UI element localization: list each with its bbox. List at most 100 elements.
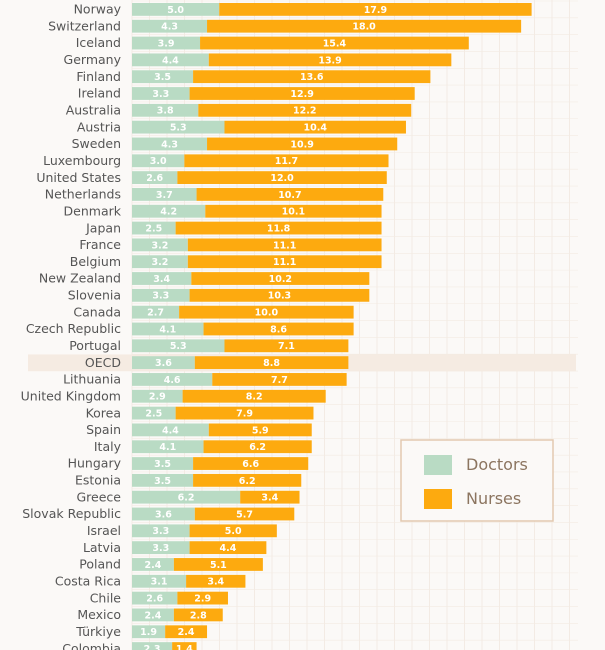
data-label-nurses: 7.1 bbox=[278, 341, 295, 352]
bar-doctors bbox=[132, 154, 185, 168]
bar-doctors bbox=[132, 490, 241, 504]
bar-doctors bbox=[132, 36, 201, 50]
bar-doctors bbox=[132, 87, 190, 100]
category-label: Luxembourg bbox=[43, 153, 121, 168]
data-label-doctors: 3.3 bbox=[152, 89, 169, 100]
data-label-nurses: 2.9 bbox=[194, 594, 211, 605]
category-label: France bbox=[79, 237, 121, 252]
category-label: United States bbox=[36, 170, 121, 185]
bar-nurses bbox=[189, 288, 370, 302]
data-label-nurses: 10.7 bbox=[278, 190, 301, 201]
bar-nurses bbox=[186, 574, 246, 588]
bar-nurses bbox=[203, 440, 312, 454]
bar-doctors bbox=[132, 373, 213, 386]
bar-doctors bbox=[132, 3, 220, 16]
data-label-nurses: 15.4 bbox=[323, 38, 347, 49]
bar-doctors bbox=[132, 322, 204, 336]
category-label: Canada bbox=[73, 304, 121, 319]
bar-doctors bbox=[132, 188, 197, 201]
data-label-doctors: 2.6 bbox=[146, 173, 163, 184]
data-label-nurses: 3.4 bbox=[207, 577, 224, 588]
data-label-nurses: 17.9 bbox=[364, 5, 387, 16]
bar-nurses bbox=[208, 53, 452, 67]
data-label-doctors: 3.8 bbox=[157, 106, 174, 117]
data-label-doctors: 4.1 bbox=[159, 442, 176, 453]
data-label-doctors: 3.3 bbox=[152, 543, 169, 554]
category-label: Sweden bbox=[72, 136, 121, 151]
bar-doctors bbox=[132, 70, 194, 84]
data-label-nurses: 12.2 bbox=[293, 106, 316, 117]
bar-doctors bbox=[132, 524, 190, 538]
category-label: Hungary bbox=[68, 456, 122, 471]
data-label-doctors: 3.3 bbox=[152, 291, 169, 302]
data-label-doctors: 5.0 bbox=[167, 5, 184, 16]
data-label-nurses: 8.2 bbox=[246, 392, 263, 403]
bar-doctors bbox=[132, 440, 204, 454]
category-label: Austria bbox=[77, 119, 121, 134]
data-label-doctors: 4.4 bbox=[162, 55, 179, 66]
data-label-doctors: 5.3 bbox=[170, 123, 187, 134]
category-label: Czech Republic bbox=[26, 321, 121, 336]
bar-doctors bbox=[132, 591, 178, 605]
data-label-nurses: 13.9 bbox=[318, 55, 341, 66]
data-label-doctors: 2.5 bbox=[145, 223, 162, 234]
bar-doctors bbox=[132, 608, 174, 622]
data-label-nurses: 10.4 bbox=[303, 123, 327, 134]
bar-doctors bbox=[132, 255, 188, 269]
legend-entry: Nurses bbox=[466, 489, 521, 508]
bar-doctors bbox=[132, 423, 209, 437]
data-label-nurses: 5.1 bbox=[210, 560, 227, 571]
bar-nurses bbox=[194, 507, 295, 521]
bar-doctors bbox=[132, 171, 178, 184]
data-label-nurses: 6.2 bbox=[239, 476, 256, 487]
bar-nurses bbox=[175, 406, 314, 420]
data-label-doctors: 3.5 bbox=[154, 476, 171, 487]
data-label-nurses: 6.2 bbox=[249, 442, 266, 453]
data-label-nurses: 10.9 bbox=[290, 139, 313, 150]
bar-doctors bbox=[132, 574, 187, 588]
bar-doctors bbox=[132, 642, 173, 650]
bar-nurses bbox=[203, 322, 354, 336]
bar-nurses bbox=[200, 36, 469, 50]
category-label: Norway bbox=[74, 2, 122, 17]
bar-nurses bbox=[193, 473, 302, 487]
bar-doctors bbox=[132, 507, 195, 521]
bar-nurses bbox=[224, 339, 349, 353]
category-label: Türkiye bbox=[75, 624, 121, 639]
category-label: OECD bbox=[85, 355, 121, 370]
data-label-nurses: 3.4 bbox=[261, 493, 278, 504]
bar-doctors bbox=[132, 558, 174, 571]
data-label-nurses: 5.9 bbox=[252, 425, 269, 436]
data-label-doctors: 4.2 bbox=[160, 207, 177, 218]
bar-nurses bbox=[175, 221, 382, 235]
data-label-doctors: 4.6 bbox=[164, 375, 181, 386]
bar-nurses bbox=[173, 558, 263, 571]
bar-doctors bbox=[132, 120, 225, 134]
category-label: Belgium bbox=[70, 254, 121, 269]
legend: Doctors Nurses bbox=[400, 439, 554, 522]
bar-nurses bbox=[240, 490, 300, 504]
bar-nurses bbox=[198, 103, 412, 117]
bar-doctors bbox=[132, 541, 190, 555]
bar-nurses bbox=[165, 625, 208, 639]
data-label-nurses: 1.4 bbox=[176, 644, 193, 650]
category-label: Slovenia bbox=[68, 288, 121, 303]
bar-nurses bbox=[207, 19, 522, 33]
bar-doctors bbox=[132, 288, 190, 302]
data-label-nurses: 12.9 bbox=[290, 89, 313, 100]
category-label: Slovak Republic bbox=[22, 506, 121, 521]
data-label-nurses: 11.7 bbox=[275, 156, 298, 167]
category-label: Portugal bbox=[69, 338, 121, 353]
bar-doctors bbox=[132, 137, 208, 151]
data-label-nurses: 4.4 bbox=[220, 543, 237, 554]
data-label-nurses: 10.3 bbox=[268, 291, 291, 302]
legend-entry: Doctors bbox=[466, 455, 528, 474]
bar-nurses bbox=[189, 524, 277, 538]
bar-nurses bbox=[177, 591, 228, 605]
category-label: Germany bbox=[64, 52, 122, 67]
data-label-doctors: 6.2 bbox=[178, 493, 195, 504]
bar-nurses bbox=[184, 154, 389, 168]
category-label: Colombia bbox=[62, 641, 121, 650]
